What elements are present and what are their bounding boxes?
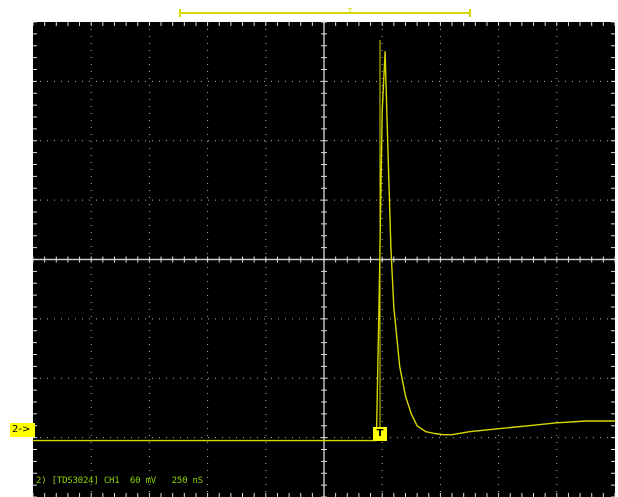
status-line: 2) [TDS3024] CH1 60 mV 250 nS [36,476,203,486]
trace-line [33,51,615,442]
record-window-bracket: T [179,7,471,17]
graticule-ticks [32,21,616,497]
record-trigger-label: T [347,7,353,16]
waveform-trace [33,51,615,442]
channel-marker[interactable]: 2-> [10,423,35,437]
trigger-marker[interactable]: T [373,427,387,441]
